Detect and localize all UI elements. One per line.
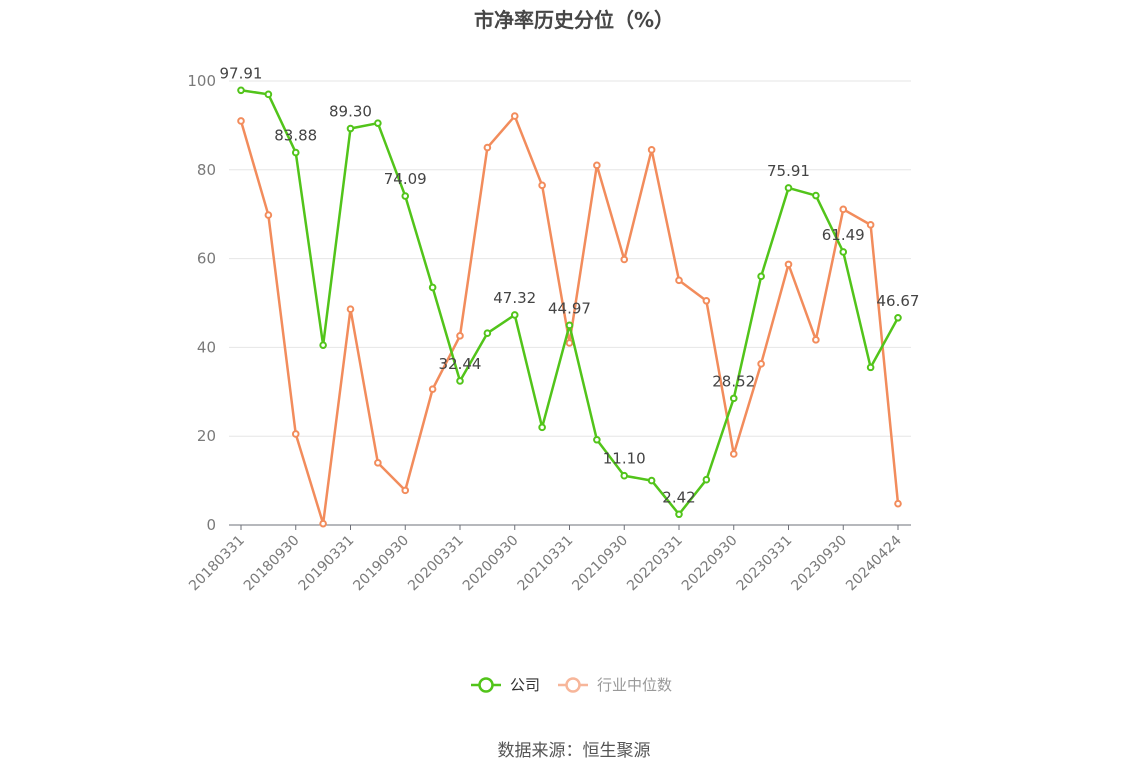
data-point xyxy=(483,329,492,337)
data-label: 2.42 xyxy=(662,488,695,506)
data-point xyxy=(374,459,382,467)
data-label: 74.09 xyxy=(384,170,427,188)
data-point xyxy=(812,191,820,200)
data-label: 83.88 xyxy=(274,127,317,145)
data-point xyxy=(675,276,683,285)
y-tick-label: 80 xyxy=(197,161,216,179)
data-point xyxy=(401,486,410,495)
x-tick-label: 20210331 xyxy=(515,533,577,595)
data-point xyxy=(757,360,765,368)
data-point xyxy=(593,161,601,170)
y-tick-label: 40 xyxy=(197,338,216,356)
data-point xyxy=(264,90,273,99)
y-tick-label: 0 xyxy=(206,516,216,534)
data-point xyxy=(346,305,355,314)
data-point xyxy=(702,475,711,484)
x-tick-label: 20230930 xyxy=(788,533,850,595)
data-point xyxy=(510,112,519,120)
x-tick-label: 20220331 xyxy=(624,533,686,595)
x-tick-label: 20180331 xyxy=(186,533,248,595)
data-point xyxy=(456,377,464,385)
data-point xyxy=(620,255,629,264)
data-point xyxy=(729,450,738,458)
x-tick-label: 20180930 xyxy=(241,533,303,595)
data-label: 75.91 xyxy=(767,162,810,180)
data-point xyxy=(237,86,245,95)
data-label: 46.67 xyxy=(877,292,920,310)
x-tick-label: 20210930 xyxy=(569,533,631,595)
y-tick-label: 100 xyxy=(187,72,216,90)
grid-lines xyxy=(229,80,911,437)
data-label: 89.30 xyxy=(329,103,372,121)
data-point xyxy=(702,296,711,305)
data-point xyxy=(812,336,820,344)
data-source: 数据来源：恒生聚源 xyxy=(497,741,651,761)
data-point xyxy=(839,205,848,214)
data-point xyxy=(538,423,546,432)
data-label: 61.49 xyxy=(822,226,865,244)
legend[interactable]: 公司 行业中位数 xyxy=(471,676,672,694)
legend-label-1: 行业中位数 xyxy=(597,676,672,694)
data-label: 97.91 xyxy=(220,64,263,82)
data-point xyxy=(647,146,656,154)
data-point xyxy=(866,221,875,229)
data-point xyxy=(319,519,327,528)
data-label: 32.44 xyxy=(439,355,482,373)
data-point xyxy=(319,341,327,349)
data-point xyxy=(428,385,437,393)
x-tick-label: 20230331 xyxy=(734,533,796,595)
x-tick-label: 20200331 xyxy=(405,533,467,595)
data-point xyxy=(729,394,738,403)
data-label: 11.10 xyxy=(603,450,646,468)
data-point xyxy=(784,184,793,192)
y-tick-label: 60 xyxy=(197,250,216,268)
data-point xyxy=(675,510,683,519)
data-point xyxy=(565,321,574,330)
data-point xyxy=(647,476,656,485)
x-tick-label: 20220930 xyxy=(679,533,741,595)
x-tick-label: 20240424 xyxy=(843,532,905,594)
data-point xyxy=(894,313,902,322)
data-point xyxy=(784,260,793,269)
data-point xyxy=(894,499,902,508)
data-point xyxy=(839,248,848,256)
data-label: 47.32 xyxy=(493,289,536,307)
data-point xyxy=(428,283,437,292)
data-point xyxy=(291,148,300,157)
data-point xyxy=(291,430,300,438)
data-point xyxy=(620,471,629,480)
data-label: 44.97 xyxy=(548,299,591,317)
legend-label-0: 公司 xyxy=(510,676,540,694)
data-point xyxy=(456,332,464,340)
data-point xyxy=(346,124,355,133)
data-point xyxy=(374,119,382,127)
data-labels: 97.91 83.88 89.30 74.09 32.44 47.32 44.97 11.10… xyxy=(220,64,920,506)
data-label: 28.52 xyxy=(712,372,755,390)
series-lines xyxy=(237,86,902,528)
legend-marker-0 xyxy=(478,677,494,693)
data-point xyxy=(538,181,546,190)
data-point xyxy=(593,435,601,444)
chart-title: 市净率历史分位（%） xyxy=(473,8,675,32)
x-tick-label: 20190331 xyxy=(296,533,358,595)
x-tick-label: 20190930 xyxy=(350,533,412,595)
data-point xyxy=(264,211,273,219)
data-point xyxy=(510,311,519,319)
data-point xyxy=(483,143,492,152)
x-tick-label: 20200930 xyxy=(460,533,522,595)
data-point xyxy=(866,363,875,372)
data-point xyxy=(757,272,765,281)
data-point xyxy=(237,117,245,125)
y-tick-label: 20 xyxy=(197,427,216,445)
data-point xyxy=(565,339,574,347)
legend-marker-1 xyxy=(565,677,581,693)
data-point xyxy=(401,192,410,200)
